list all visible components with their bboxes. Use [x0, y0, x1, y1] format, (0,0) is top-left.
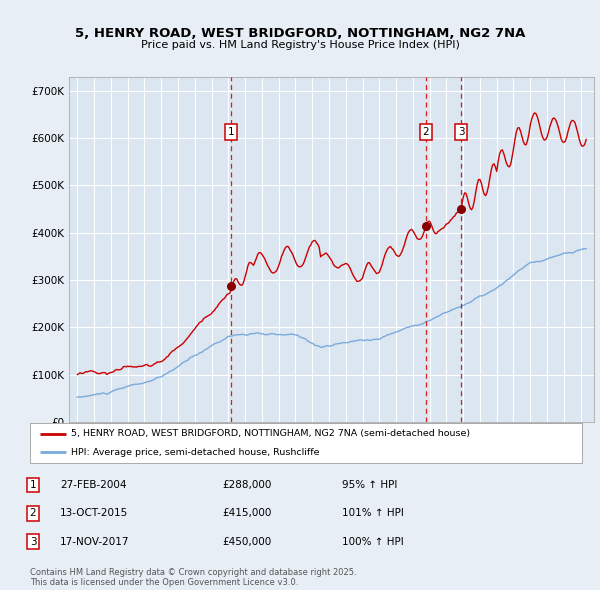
Text: £415,000: £415,000 [222, 509, 271, 518]
Text: 1: 1 [29, 480, 37, 490]
Text: 95% ↑ HPI: 95% ↑ HPI [342, 480, 397, 490]
Text: 100% ↑ HPI: 100% ↑ HPI [342, 537, 404, 546]
Text: 17-NOV-2017: 17-NOV-2017 [60, 537, 130, 546]
Text: 27-FEB-2004: 27-FEB-2004 [60, 480, 127, 490]
Text: 3: 3 [29, 537, 37, 546]
Text: Price paid vs. HM Land Registry's House Price Index (HPI): Price paid vs. HM Land Registry's House … [140, 40, 460, 50]
Text: HPI: Average price, semi-detached house, Rushcliffe: HPI: Average price, semi-detached house,… [71, 448, 320, 457]
Text: 1: 1 [227, 127, 234, 137]
Text: 5, HENRY ROAD, WEST BRIDGFORD, NOTTINGHAM, NG2 7NA: 5, HENRY ROAD, WEST BRIDGFORD, NOTTINGHA… [75, 27, 525, 40]
Text: 101% ↑ HPI: 101% ↑ HPI [342, 509, 404, 518]
Text: 3: 3 [458, 127, 464, 137]
Text: 5, HENRY ROAD, WEST BRIDGFORD, NOTTINGHAM, NG2 7NA (semi-detached house): 5, HENRY ROAD, WEST BRIDGFORD, NOTTINGHA… [71, 430, 470, 438]
Text: 2: 2 [29, 509, 37, 518]
Text: 13-OCT-2015: 13-OCT-2015 [60, 509, 128, 518]
Text: £450,000: £450,000 [222, 537, 271, 546]
Text: £288,000: £288,000 [222, 480, 271, 490]
Text: Contains HM Land Registry data © Crown copyright and database right 2025.
This d: Contains HM Land Registry data © Crown c… [30, 568, 356, 587]
Text: 2: 2 [422, 127, 429, 137]
